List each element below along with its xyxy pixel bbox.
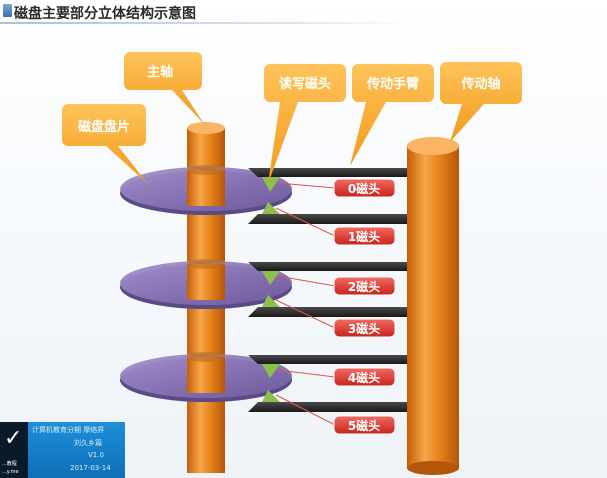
head-label-4-text: 4磁头 xyxy=(348,370,380,385)
head-label-5: 5磁头 xyxy=(333,415,396,435)
head-leader-lines xyxy=(275,182,336,426)
actuator-shaft xyxy=(407,137,459,475)
info-card: ✓ ...教程 ...y.me 计算机教育分期 摩络界 刘久乡篇 V1.0 20… xyxy=(0,422,125,478)
info-line-4: 2017-03-14 xyxy=(70,464,111,472)
arm-2 xyxy=(248,262,407,285)
arm-0 xyxy=(248,168,407,192)
logo: ✓ ...教程 ...y.me xyxy=(0,422,28,478)
platter-1 xyxy=(120,165,292,215)
document-icon xyxy=(3,4,12,17)
info-line-1: 计算机教育分期 摩络界 xyxy=(32,426,105,434)
page-title: 磁盘主要部分立体结构示意图 xyxy=(14,6,196,22)
callout-rw-head-text: 读写磁头 xyxy=(279,76,331,92)
head-label-5-text: 5磁头 xyxy=(348,418,380,433)
check-logo-icon: ✓ xyxy=(4,426,23,451)
head-label-3: 3磁头 xyxy=(333,318,396,338)
head-label-2-text: 2磁头 xyxy=(348,279,380,294)
head-label-0-text: 0磁头 xyxy=(348,181,380,196)
callout-spindle: 主轴 xyxy=(124,52,204,124)
arm-4 xyxy=(248,355,407,378)
callout-arm: 传动手臂 xyxy=(350,64,434,166)
callout-spindle-text: 主轴 xyxy=(147,64,173,80)
info-line-2: 刘久乡篇 xyxy=(74,439,102,447)
callout-rw-head: 读写磁头 xyxy=(264,64,346,184)
logo-caption: ...教程 xyxy=(2,461,17,467)
arm-3 xyxy=(248,295,407,317)
platter-2 xyxy=(120,259,292,309)
head-label-4: 4磁头 xyxy=(333,367,396,387)
title-bar: 磁盘主要部分立体结构示意图 xyxy=(0,0,410,24)
head-label-1: 1磁头 xyxy=(333,226,396,246)
head-label-3-text: 3磁头 xyxy=(348,321,380,336)
arm-5 xyxy=(248,390,407,412)
arm-1 xyxy=(248,202,407,224)
title-underline xyxy=(0,22,410,24)
head-label-1-text: 1磁头 xyxy=(348,229,380,244)
callout-actuator-axis-text: 传动轴 xyxy=(460,76,500,92)
logo-url: ...y.me xyxy=(2,469,19,475)
platter-3 xyxy=(120,352,292,402)
callout-platter-text: 磁盘盘片 xyxy=(78,119,130,135)
callout-platter: 磁盘盘片 xyxy=(62,104,148,184)
head-label-2: 2磁头 xyxy=(333,276,396,296)
head-label-0: 0磁头 xyxy=(333,178,396,198)
info-line-3: V1.0 xyxy=(88,451,104,459)
callout-arm-text: 传动手臂 xyxy=(366,76,419,92)
callout-actuator-axis: 传动轴 xyxy=(440,62,522,142)
